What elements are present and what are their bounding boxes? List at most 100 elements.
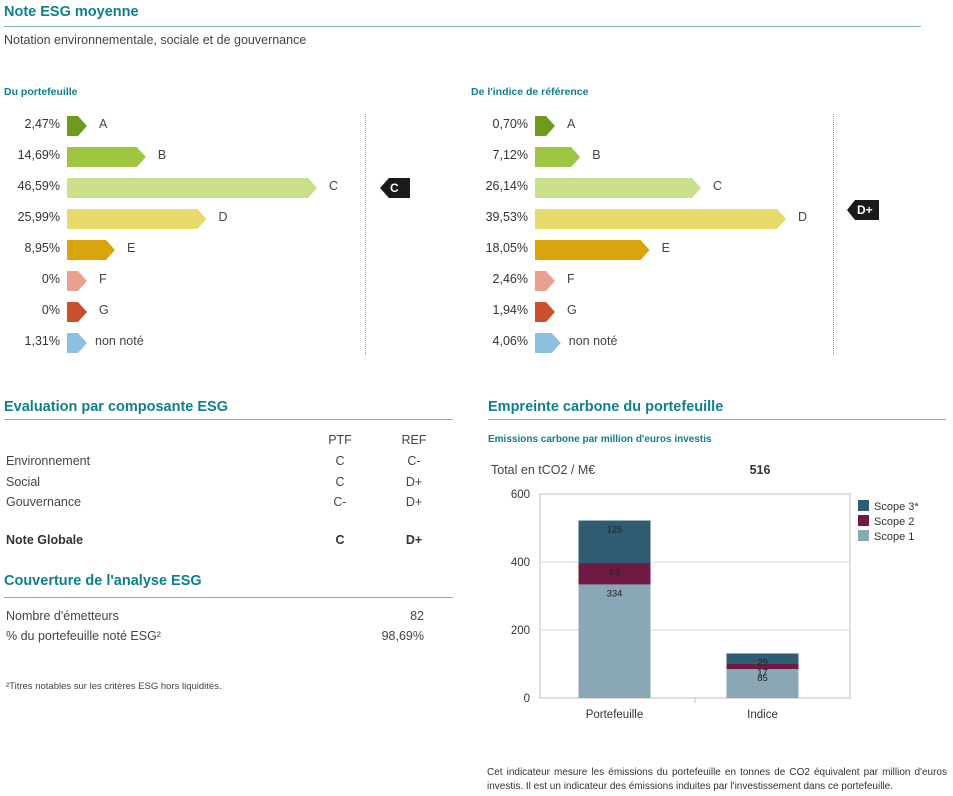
bar-segment-label: 29 [757, 657, 768, 668]
rating-percent: 8,95% [24, 241, 60, 255]
rating-grade-label: A [99, 117, 108, 131]
rating-row: 4,06% non noté [0, 332, 617, 352]
rating-bar [67, 240, 115, 260]
bar-segment-label: 17 [757, 667, 768, 678]
rating-percent: 7,12% [492, 148, 528, 162]
bar-segment [578, 584, 651, 698]
rating-bar [67, 147, 146, 167]
rating-percent: 0,70% [492, 117, 528, 131]
portfolio-divider [365, 114, 366, 355]
rating-percent: 14,69% [17, 148, 60, 162]
bar-segment-label: 63 [609, 567, 620, 578]
coverage-rated-value: 98,69% [381, 629, 424, 643]
component-ptf: C [335, 454, 345, 468]
rating-percent: 46,59% [17, 179, 60, 193]
rating-grade-label: non noté [568, 334, 618, 348]
rating-row: 0% F [0, 270, 460, 290]
bar-segment-label: 85 [757, 673, 768, 684]
component-ref: D+ [405, 495, 423, 509]
rating-row: 0% G [0, 301, 460, 321]
rating-bar [535, 271, 555, 291]
legend-swatch [858, 530, 869, 541]
benchmark-grade-badge: D+ [847, 200, 879, 220]
carbon-rule [488, 419, 946, 420]
rating-bar [67, 271, 87, 291]
rating-bar [535, 147, 580, 167]
component-ref: D+ [405, 475, 423, 489]
component-ptf: C- [333, 495, 347, 509]
carbon-total-label: Total en tCO2 / M€ [491, 463, 596, 477]
legend-label: Scope 3* [874, 501, 919, 513]
legend-swatch [858, 515, 869, 526]
rating-grade-label: G [567, 303, 577, 317]
bar-segment [578, 563, 651, 585]
rating-percent: 25,99% [17, 210, 60, 224]
rating-row: 18,05% E [0, 239, 670, 259]
coverage-footnote: ²Titres notables sur les critères ESG ho… [6, 681, 222, 692]
rating-grade-label: F [567, 272, 575, 286]
legend-label: Scope 2 [874, 516, 914, 528]
legend-label: Scope 1 [874, 531, 914, 543]
component-name: Environnement [6, 454, 91, 468]
coverage-rated-label: % du portefeuille noté ESG² [6, 629, 161, 643]
global-rating-label: Note Globale [6, 533, 84, 547]
rating-row: 1,31% non noté [0, 332, 460, 352]
y-tick-label: 200 [511, 625, 530, 637]
y-tick-label: 400 [511, 557, 530, 569]
carbon-title: Empreinte carbone du portefeuille [488, 399, 724, 415]
component-ptf: C [335, 475, 345, 489]
rating-bar [67, 302, 87, 322]
rating-bar [67, 178, 317, 198]
rating-bar [67, 333, 87, 353]
page-title: Note ESG moyenne [4, 4, 139, 20]
rating-row: 26,14% C [0, 177, 722, 197]
rating-row: 25,99% D [0, 208, 460, 228]
bar-segment-label: 334 [607, 588, 623, 599]
component-name: Social [6, 475, 41, 489]
rating-bar [535, 240, 650, 260]
rating-row: 1,94% G [0, 301, 577, 321]
rating-bar [535, 302, 555, 322]
bar-segment [726, 669, 799, 698]
x-category-label: Indice [747, 709, 778, 721]
rating-row: 46,59% C [0, 177, 460, 197]
rating-grade-label: C [329, 179, 339, 193]
y-tick-label: 600 [511, 489, 530, 501]
rating-percent: 0% [41, 272, 60, 286]
rating-grade-label: B [592, 148, 601, 162]
y-tick-label: 0 [524, 693, 530, 705]
bar-segment [578, 520, 651, 564]
rating-bar [535, 178, 701, 198]
rating-grade-label: non noté [95, 334, 144, 348]
rating-row: 2,47% A [0, 115, 460, 135]
rating-grade-label: G [99, 303, 109, 317]
rating-percent: 1,31% [24, 334, 60, 348]
rating-bar [67, 209, 206, 229]
rating-percent: 26,14% [485, 179, 528, 193]
rating-row: 14,69% B [0, 146, 460, 166]
rating-grade-label: E [127, 241, 136, 255]
rating-percent: 18,05% [485, 241, 528, 255]
col-header-ptf: PTF [328, 433, 352, 447]
x-category-label: Portefeuille [586, 709, 644, 721]
coverage-issuers-value: 82 [410, 609, 424, 623]
rating-bar [67, 116, 87, 136]
rating-percent: 2,46% [492, 272, 528, 286]
global-rating-ptf: C [335, 533, 345, 547]
rating-row: 2,46% F [0, 270, 575, 290]
bar-segment [726, 653, 799, 664]
portfolio-label: Du portefeuille [4, 86, 78, 98]
page-subtitle: Notation environnementale, sociale et de… [4, 33, 307, 47]
carbon-sublabel: Emissions carbone par million d'euros in… [488, 434, 712, 445]
title-rule [4, 26, 921, 27]
rating-percent: 2,47% [24, 117, 60, 131]
rating-row: 39,53% D [0, 208, 807, 228]
coverage-issuers-label: Nombre d'émetteurs [6, 609, 119, 623]
rating-row: 8,95% E [0, 239, 460, 259]
coverage-title: Couverture de l'analyse ESG [4, 573, 202, 589]
rating-bar [535, 333, 561, 353]
rating-percent: 0% [41, 303, 60, 317]
bar-segment-label: 125 [607, 525, 623, 536]
rating-percent: 39,53% [485, 210, 528, 224]
